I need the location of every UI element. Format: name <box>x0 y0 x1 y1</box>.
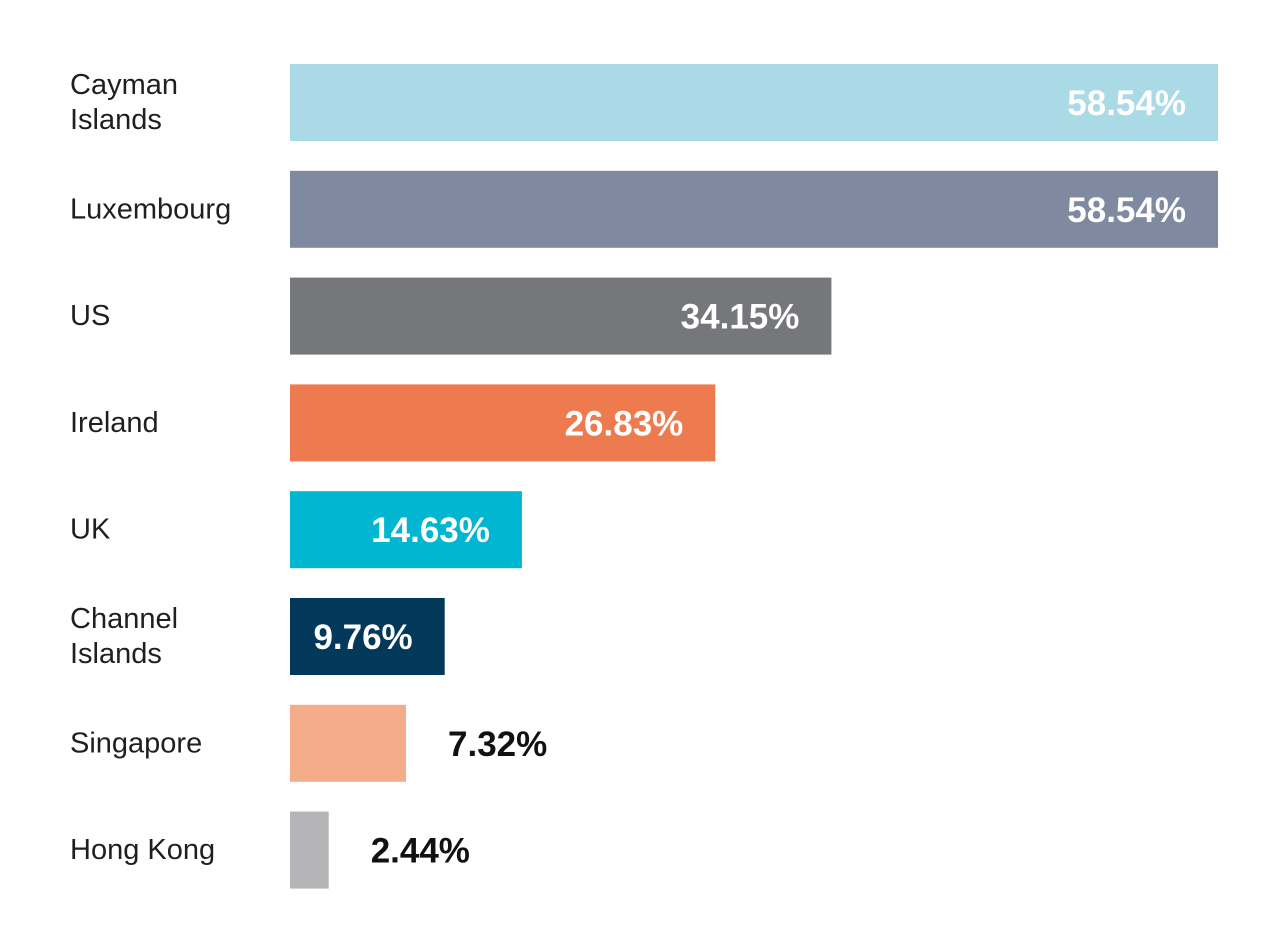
category-label-channel-islands: Channel Islands <box>70 603 178 670</box>
category-label-hong-kong: Hong Kong <box>70 834 215 866</box>
category-label-luxembourg: Luxembourg <box>70 193 231 225</box>
bar-us <box>290 277 832 355</box>
bar-hong-kong <box>290 811 329 889</box>
value-labels-layer: 58.54% 58.54% 34.15% 26.83% 14.63% 9.76% 7.32%… <box>313 84 1186 871</box>
bars-layer <box>290 64 1218 889</box>
category-label-us: US <box>70 300 110 332</box>
value-label-us: 34.15% <box>681 298 800 337</box>
value-label-hong-kong: 2.44% <box>371 832 470 871</box>
category-label-uk: UK <box>70 514 111 546</box>
value-label-singapore: 7.32% <box>448 725 547 764</box>
bar-luxembourg <box>290 170 1218 248</box>
value-label-ireland: 26.83% <box>565 404 684 443</box>
bar-uk <box>290 491 522 569</box>
value-label-luxembourg: 58.54% <box>1067 191 1186 230</box>
bar-singapore <box>290 704 406 782</box>
value-label-uk: 14.63% <box>371 511 490 550</box>
category-label-ireland: Ireland <box>70 407 159 439</box>
category-label-singapore: Singapore <box>70 727 202 759</box>
bar-ireland <box>290 384 716 462</box>
bar-channel-islands <box>290 598 445 675</box>
category-label-cayman-islands: Cayman Islands <box>70 69 178 136</box>
value-label-cayman-islands: 58.54% <box>1067 84 1186 123</box>
bar-cayman-islands <box>290 64 1218 141</box>
category-labels-layer: Cayman Islands Luxembourg US Ireland UK Channe… <box>70 69 231 866</box>
value-label-channel-islands: 9.76% <box>313 618 412 657</box>
